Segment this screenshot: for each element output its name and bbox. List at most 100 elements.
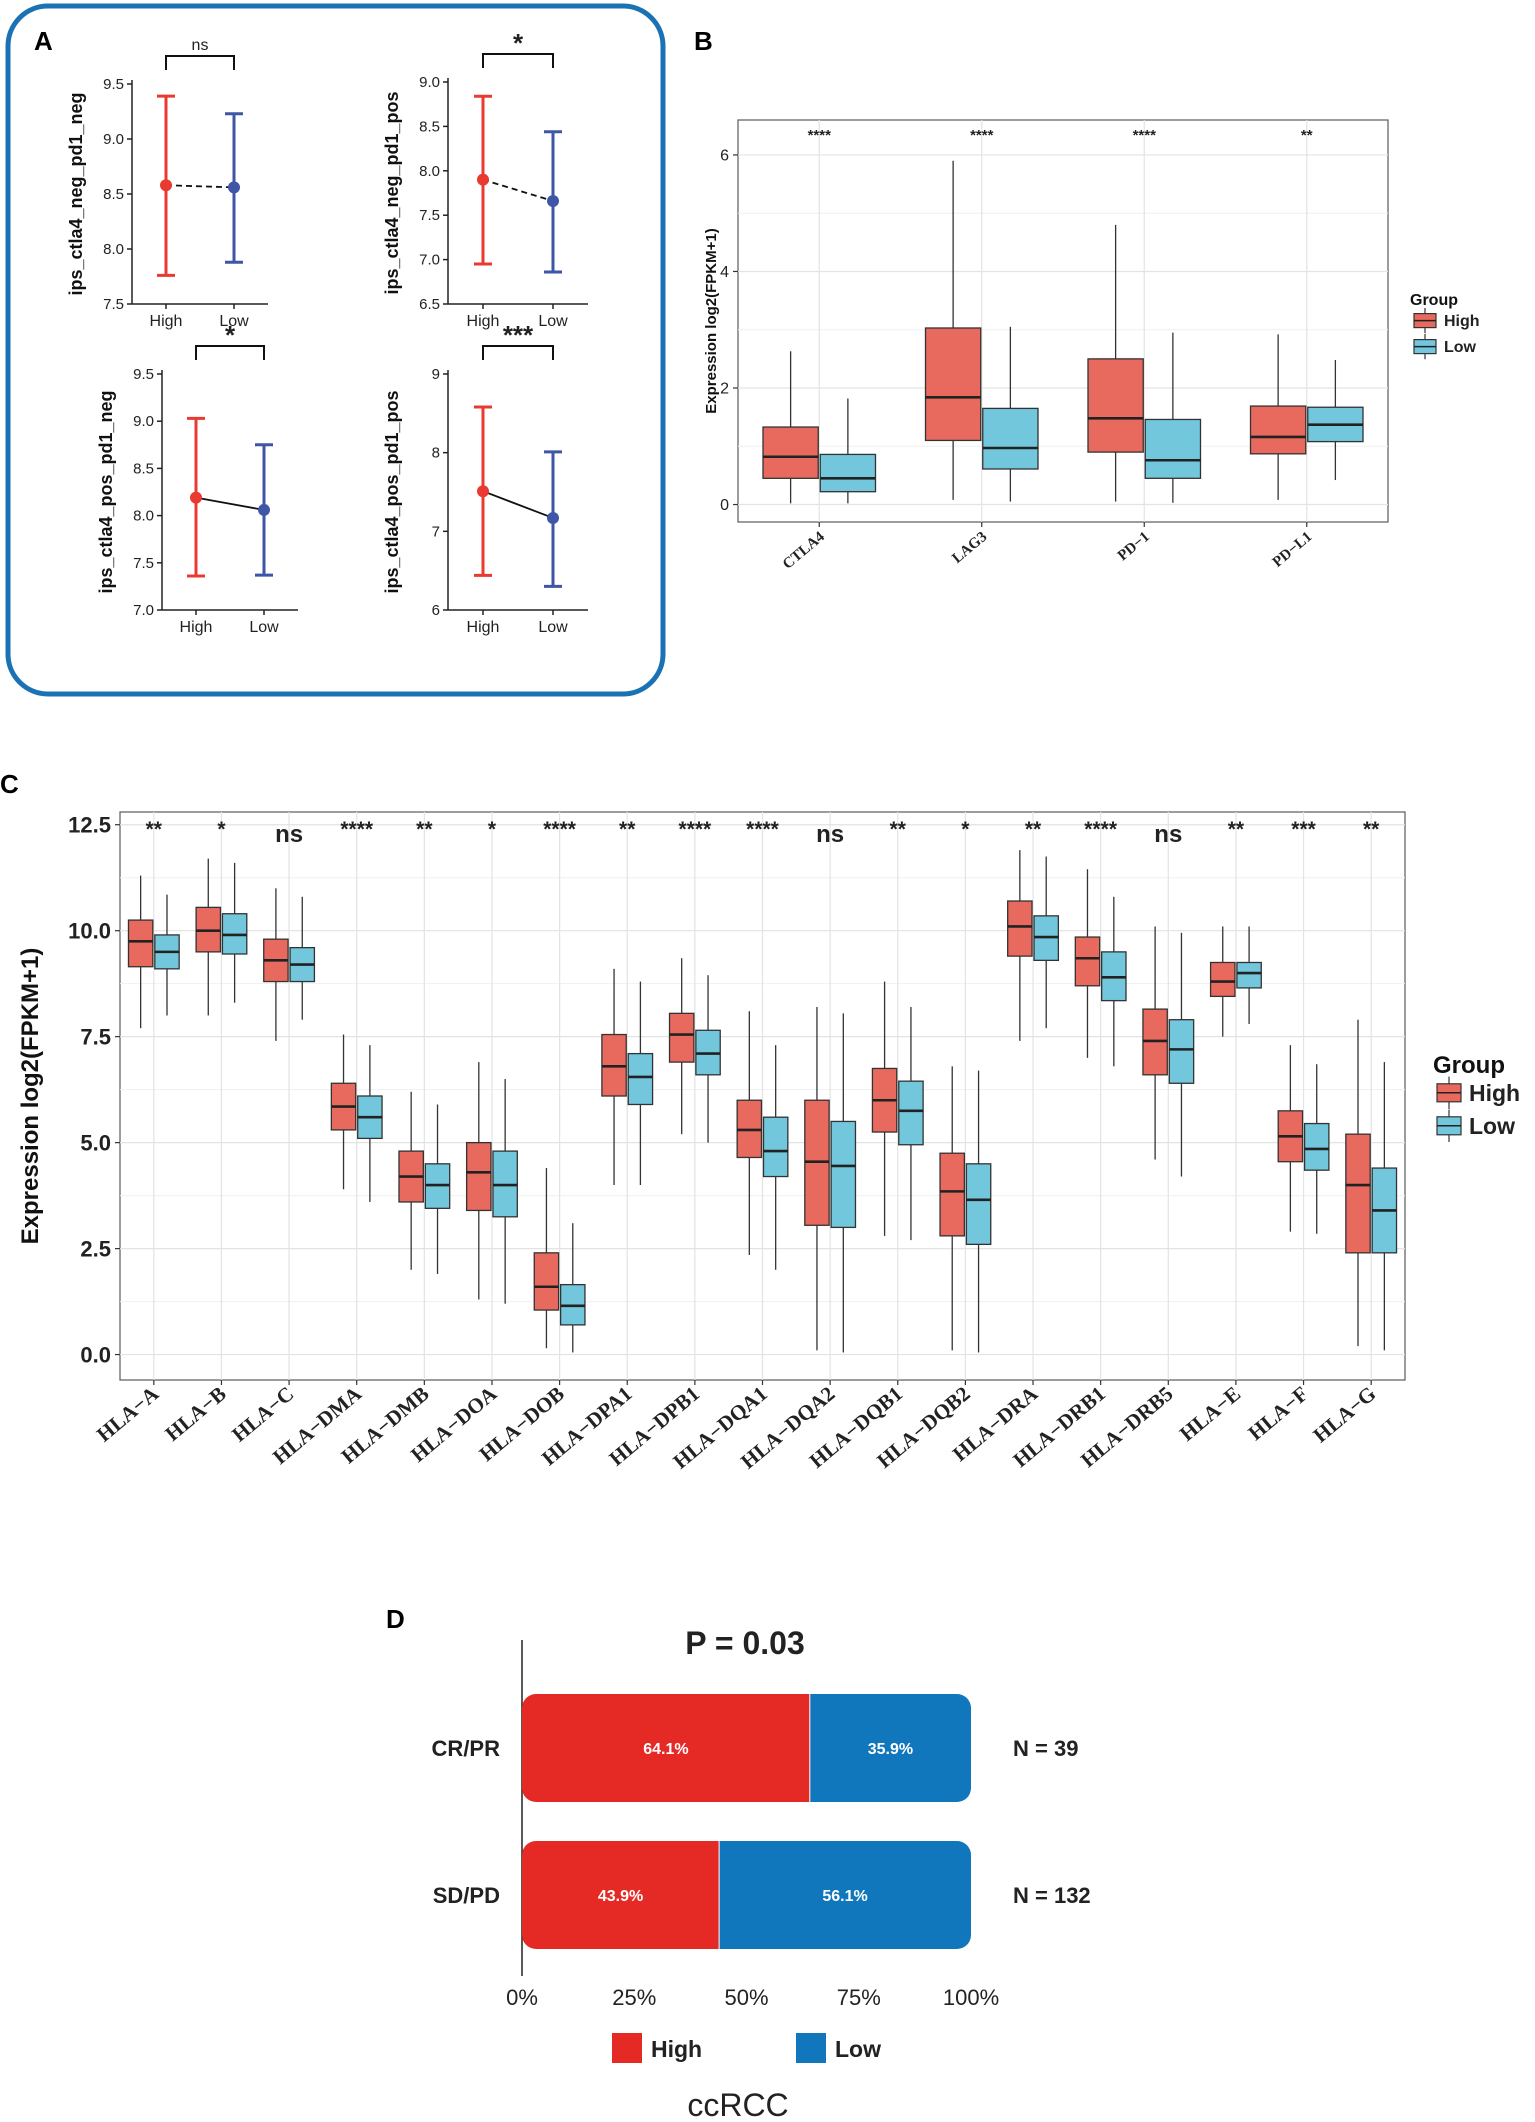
- legend-label-low: Low: [835, 2036, 881, 2062]
- box-low: [627, 1052, 654, 1106]
- n-label: N = 39: [1013, 1736, 1078, 1761]
- legend-title: Group: [1433, 1052, 1505, 1079]
- y-axis-title: Expression log2(FPKM+1): [703, 228, 720, 413]
- box-high: [924, 327, 982, 442]
- y-tick-label: 7.5: [80, 1024, 111, 1049]
- y-tick-label: 8.5: [103, 186, 124, 203]
- y-tick-label: 7.5: [419, 207, 440, 224]
- box-high: [465, 1141, 492, 1212]
- legend-key-high: [612, 2033, 642, 2063]
- mean-connector-line: [482, 178, 554, 202]
- legend-key-low: [796, 2033, 826, 2063]
- mean-point: [477, 173, 489, 186]
- y-tick-label: 6: [720, 148, 729, 165]
- box-high: [1087, 358, 1144, 453]
- x-tick-label: CTLA4: [780, 528, 828, 572]
- significance-label: **: [1363, 818, 1380, 841]
- x-tick-label: High: [467, 619, 500, 636]
- y-tick-label: 9.0: [419, 74, 440, 91]
- x-tick-label: LAG3: [949, 529, 990, 567]
- mean-point: [228, 181, 240, 194]
- x-tick-label: Low: [538, 619, 568, 636]
- significance-label: **: [890, 818, 907, 841]
- significance-bracket: [482, 53, 554, 68]
- panel-d-label: D: [386, 1604, 405, 1634]
- panel-c-label: C: [0, 769, 19, 799]
- significance-label: *: [513, 28, 524, 58]
- x-tick-label: 50%: [724, 1985, 768, 2010]
- x-tick-label: High: [467, 313, 500, 330]
- y-tick-label: 9.5: [103, 76, 124, 93]
- x-tick-label: 25%: [612, 1985, 656, 2010]
- bar-segment-low: [809, 1694, 971, 1802]
- mean-connector-line: [165, 184, 235, 189]
- significance-label: **: [1025, 818, 1042, 841]
- y-axis-title: ips_ctla4_neg_pd1_neg: [66, 92, 86, 295]
- y-tick-label: 12.5: [68, 812, 111, 837]
- mean-point: [160, 179, 172, 192]
- box-low: [898, 1080, 924, 1146]
- significance-label: ****: [543, 818, 577, 841]
- box-low: [762, 1116, 789, 1178]
- x-tick-label: HLA−B: [160, 1381, 230, 1445]
- y-tick-label: 9.5: [133, 366, 154, 383]
- bar-segment-low: [719, 1841, 971, 1949]
- bar-value-label-high: 43.9%: [598, 1888, 643, 1905]
- y-tick-label: 9: [432, 366, 440, 383]
- legend-title: Group: [1410, 292, 1458, 309]
- x-tick-label: HLA−G: [1308, 1381, 1380, 1447]
- box-low: [830, 1120, 857, 1229]
- box-high: [1007, 900, 1033, 957]
- y-tick-label: 9.0: [103, 131, 124, 148]
- y-tick-label: 7: [432, 523, 440, 540]
- significance-label: *: [961, 818, 970, 841]
- significance-label: **: [1301, 127, 1313, 144]
- mean-point: [258, 503, 270, 516]
- significance-label: ****: [1084, 818, 1118, 841]
- y-tick-label: 8.0: [103, 241, 124, 258]
- significance-label: ns: [192, 37, 209, 54]
- legend-label-low: Low: [1469, 1113, 1515, 1139]
- significance-label: ns: [1154, 821, 1182, 848]
- significance-label: **: [146, 818, 163, 841]
- category-label: SD/PD: [433, 1883, 500, 1908]
- y-axis-title: ips_ctla4_pos_pd1_neg: [96, 390, 116, 593]
- x-tick-label: HLA−E: [1175, 1381, 1245, 1445]
- significance-label: *: [217, 818, 226, 841]
- box-high: [762, 426, 819, 479]
- legend-label-high: High: [1444, 313, 1480, 330]
- y-axis-title: ips_ctla4_pos_pd1_pos: [382, 390, 402, 593]
- box-low: [965, 1163, 992, 1246]
- chart-b: 0 2 4 6 **** CTLA4 **** LAG3 **** PD−1 ** PD−L1 Expr…: [703, 119, 1480, 573]
- significance-label: ****: [1133, 127, 1157, 144]
- y-tick-label: 6: [432, 602, 440, 619]
- y-tick-label: 7.5: [133, 555, 154, 572]
- mean-point: [547, 511, 559, 524]
- x-tick-label: PD−L1: [1270, 529, 1316, 571]
- box-low: [1236, 961, 1262, 989]
- y-tick-label: 10.0: [68, 918, 111, 943]
- n-label: N = 132: [1013, 1883, 1091, 1908]
- x-tick-label: High: [180, 619, 213, 636]
- box-high: [939, 1152, 966, 1237]
- y-tick-label: 6.5: [419, 296, 440, 313]
- stacked-bar-2: [522, 1841, 971, 1949]
- mean-point: [190, 491, 202, 504]
- significance-label: ****: [970, 127, 994, 144]
- x-tick-label: Low: [249, 619, 279, 636]
- x-tick-label: HLA−A: [92, 1381, 164, 1447]
- box-high: [127, 919, 154, 968]
- box-low: [1168, 1019, 1195, 1084]
- box-low: [982, 407, 1039, 470]
- y-tick-label: 7.0: [133, 602, 154, 619]
- chart-a1: 7.5 8.0 8.5 9.0 9.5 High Low ips_ctla4_neg_pd1_…: [66, 37, 268, 330]
- category-label: CR/PR: [432, 1736, 501, 1761]
- chart-d: P = 0.03 64.1% 35.9% CR/PR N = 39 43.9% 56.1% S…: [432, 1625, 1091, 2122]
- significance-bracket: [165, 55, 235, 70]
- bar-value-label-low: 35.9%: [868, 1741, 913, 1758]
- y-tick-label: 7.5: [103, 296, 124, 313]
- y-axis-title: Expression log2(FPKM+1): [17, 948, 44, 1245]
- x-tick-label: PD−1: [1115, 529, 1153, 564]
- significance-label: **: [619, 818, 636, 841]
- y-tick-label: 8.5: [133, 460, 154, 477]
